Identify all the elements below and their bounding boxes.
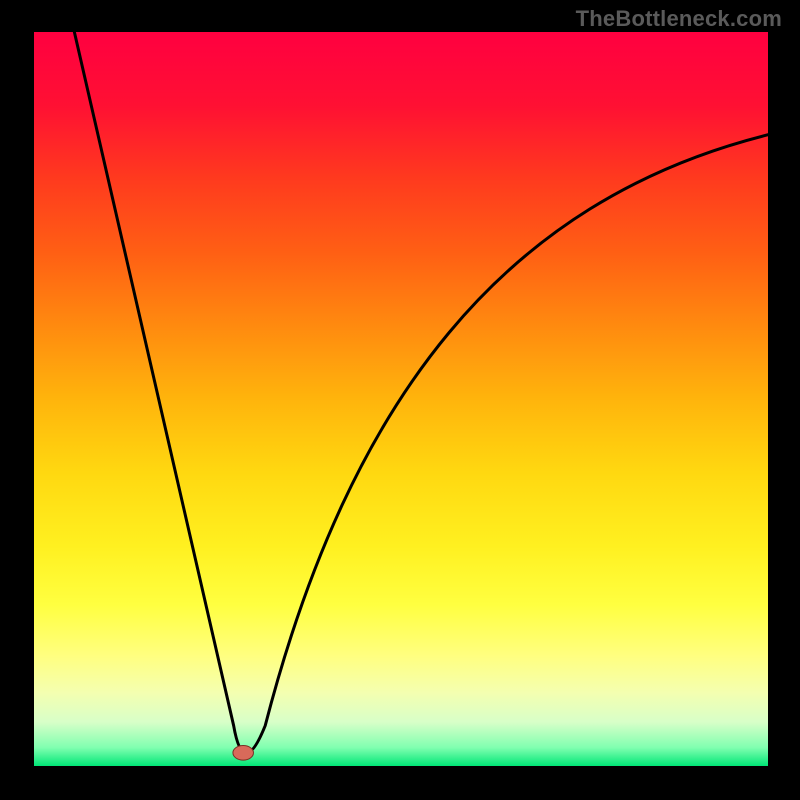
watermark-text: TheBottleneck.com: [576, 6, 782, 32]
optimum-marker: [233, 745, 254, 760]
plot-area: [34, 32, 768, 766]
chart-svg: [34, 32, 768, 766]
chart-container: TheBottleneck.com: [0, 0, 800, 800]
